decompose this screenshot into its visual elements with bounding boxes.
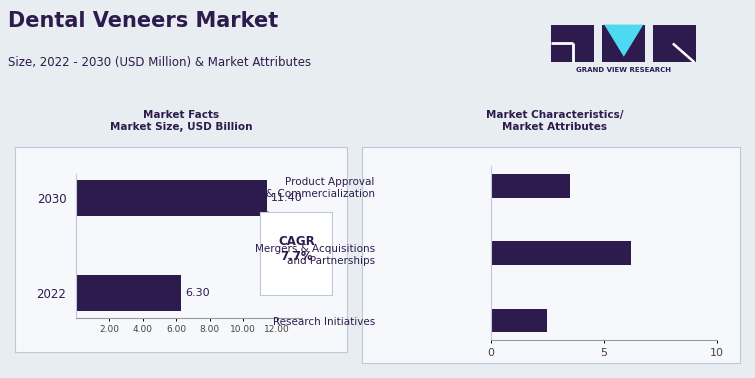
Bar <box>653 25 696 62</box>
Text: Market Characteristics/
Market Attributes: Market Characteristics/ Market Attribute… <box>486 110 624 132</box>
Polygon shape <box>604 25 643 57</box>
Text: 6.30: 6.30 <box>186 288 210 298</box>
Text: 11.40: 11.40 <box>271 194 303 203</box>
Bar <box>491 174 570 198</box>
Bar <box>491 309 547 332</box>
Bar <box>551 25 594 62</box>
Bar <box>76 180 267 216</box>
Text: Dental Veneers Market: Dental Veneers Market <box>8 11 278 31</box>
Bar <box>491 242 631 265</box>
Text: GRAND VIEW RESEARCH: GRAND VIEW RESEARCH <box>576 67 671 73</box>
Text: Market Facts
Market Size, USD Billion: Market Facts Market Size, USD Billion <box>110 110 252 132</box>
Text: Size, 2022 - 2030 (USD Million) & Market Attributes: Size, 2022 - 2030 (USD Million) & Market… <box>8 56 310 69</box>
Bar <box>76 275 181 311</box>
Text: CAGR
7.7%: CAGR 7.7% <box>278 235 315 263</box>
Bar <box>602 25 646 62</box>
